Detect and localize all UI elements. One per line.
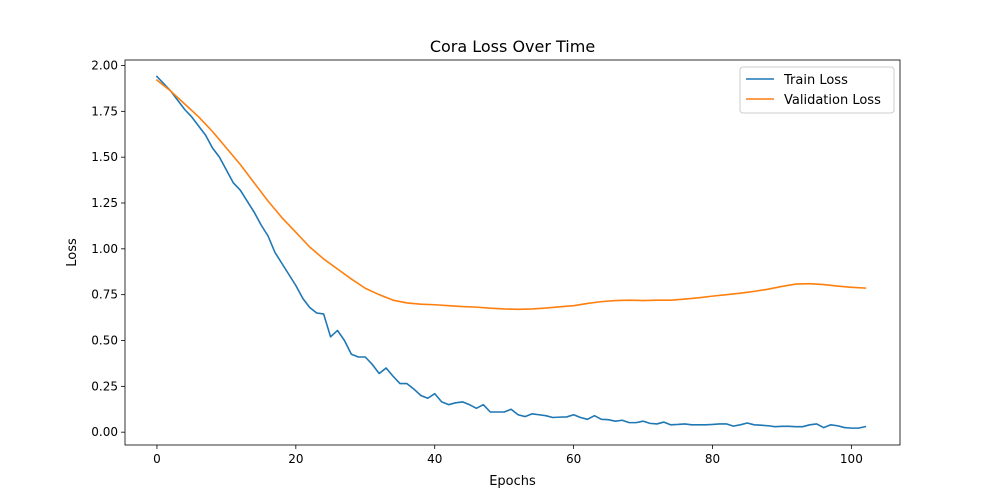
y-tick-label: 0.00 [91,425,118,439]
x-tick-label: 100 [840,452,863,466]
x-tick-label: 20 [288,452,303,466]
x-tick-label: 80 [705,452,720,466]
y-tick-label: 0.50 [91,334,118,348]
series-line-train-loss [155,75,867,429]
y-tick-label: 1.00 [91,242,118,256]
y-axis-title: Loss [65,238,80,267]
y-tick-label: 1.75 [91,104,118,118]
series-line-validation-loss [155,79,867,311]
axes-frame [124,59,901,446]
y-tick-label: 2.00 [91,59,118,73]
x-tick-label: 0 [153,452,161,466]
legend-label-train-loss: Train Loss [783,73,848,88]
y-tick-label: 1.50 [91,150,118,164]
chart-title: Cora Loss Over Time [430,37,595,56]
y-tick-label: 0.25 [91,379,118,393]
x-tick-label: 60 [566,452,581,466]
legend-label-validation-loss: Validation Loss [784,93,881,108]
plot-area: 0 20 40 60 80 100 0.00 0.25 0.50 0.75 1.00 1.25 1.50… [91,59,901,466]
legend: Train Loss Validation Loss [739,66,895,114]
legend-box [739,66,895,114]
x-tick-label: 40 [427,452,442,466]
y-tick-label: 0.75 [91,288,118,302]
x-axis-title: Epochs [489,474,536,489]
y-tick-label: 1.25 [91,196,118,210]
